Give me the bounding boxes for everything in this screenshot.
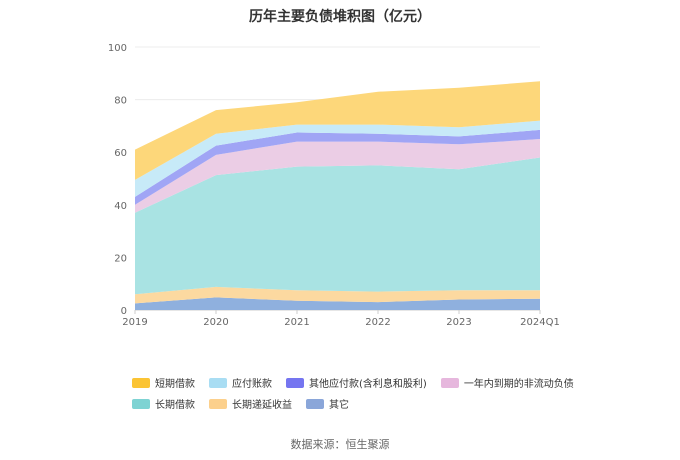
legend-label: 一年内到期的非流动负债 <box>463 379 574 390</box>
legend-swatch <box>286 377 304 388</box>
y-tick-label: 40 <box>114 201 127 212</box>
data-source-note: 数据来源：恒生聚源 <box>290 438 390 451</box>
x-tick-label: 2021 <box>284 317 309 328</box>
legend-item[interactable]: 长期借款 <box>132 396 195 411</box>
legend: 短期借款 应付账款 其他应付款(含利息和股利) 一年内到期的非流动负债长期借款 长期递延… <box>132 375 602 411</box>
x-tick-label: 2022 <box>365 317 390 328</box>
area-layers <box>135 81 540 310</box>
axes: 0 20 40 60 80 100 2019 2020 2021 2022 2023 2024Q1 <box>108 43 560 328</box>
legend-label: 长期递延收益 <box>232 400 292 411</box>
legend-swatch <box>209 398 227 409</box>
legend-label: 短期借款 <box>155 379 195 390</box>
area-series-5 <box>135 120 540 197</box>
area-series-2 <box>135 157 540 295</box>
y-tick-label: 20 <box>114 253 127 264</box>
legend-item[interactable]: 其他应付款(含利息和股利) <box>286 375 427 390</box>
legend-item[interactable]: 应付账款 <box>209 375 272 390</box>
y-tick-label: 80 <box>114 96 127 107</box>
legend-swatch <box>209 377 227 388</box>
stacked-area-chart: 0 20 40 60 80 100 2019 2020 2021 2022 2023 2024Q1 <box>108 43 560 328</box>
x-tick-label: 2019 <box>122 317 147 328</box>
chart-title: 历年主要负债堆积图（亿元） <box>249 9 431 25</box>
legend-item[interactable]: 长期递延收益 <box>209 396 292 411</box>
area-series-0 <box>135 297 540 310</box>
legend-label: 长期借款 <box>155 400 195 411</box>
y-tick-label: 60 <box>114 148 127 159</box>
legend-item[interactable]: 短期借款 <box>132 375 195 390</box>
legend-label: 其他应付款(含利息和股利) <box>309 379 427 390</box>
y-tick-label: 100 <box>108 43 127 54</box>
area-series-6 <box>135 81 540 180</box>
legend-label: 应付账款 <box>232 379 272 390</box>
legend-swatch <box>306 398 324 409</box>
x-tick-label: 2020 <box>203 317 228 328</box>
legend-swatch <box>440 377 459 388</box>
legend-item[interactable]: 其它 <box>306 396 349 411</box>
area-series-4 <box>135 129 540 205</box>
x-tick-label: 2024Q1 <box>520 317 560 328</box>
legend-swatch <box>132 377 150 388</box>
area-series-3 <box>135 139 540 213</box>
x-tick-label: 2023 <box>446 317 471 328</box>
y-tick-label: 0 <box>121 306 127 317</box>
legend-label: 其它 <box>329 400 349 411</box>
area-series-1 <box>135 286 540 304</box>
legend-item[interactable]: 一年内到期的非流动负债 <box>440 375 574 390</box>
legend-swatch <box>132 398 150 409</box>
